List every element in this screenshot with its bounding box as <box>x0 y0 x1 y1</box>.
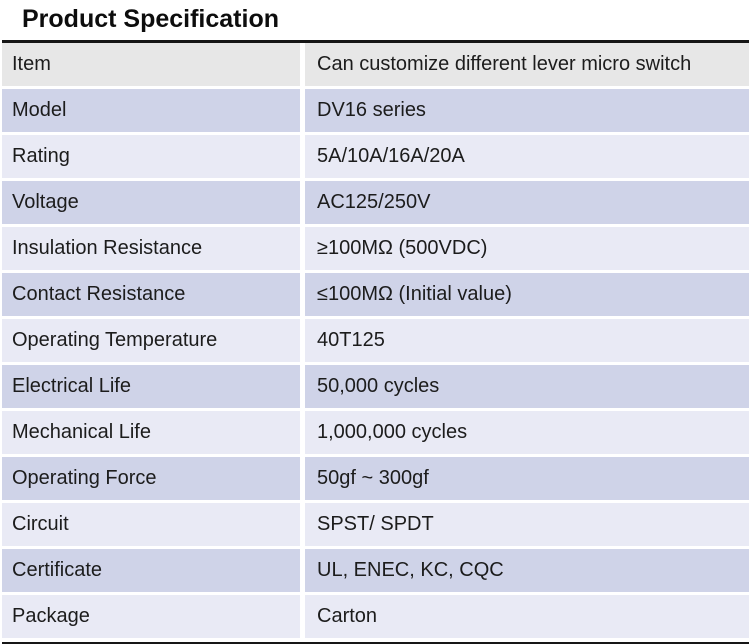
spec-value-cell: ≥100MΩ (500VDC) <box>305 227 749 270</box>
spec-label-cell: Insulation Resistance <box>2 227 300 270</box>
spec-value-cell: UL, ENEC, KC, CQC <box>305 549 749 592</box>
spec-value-cell: DV16 series <box>305 89 749 132</box>
spec-value-cell: 1,000,000 cycles <box>305 411 749 454</box>
spec-value-cell: ≤100MΩ (Initial value) <box>305 273 749 316</box>
spec-label-cell: Item <box>2 43 300 86</box>
spec-row: Contact Resistance ≤100MΩ (Initial value… <box>2 273 749 316</box>
title-bar: Product Specification <box>0 0 754 40</box>
spec-value-cell: AC125/250V <box>305 181 749 224</box>
spec-label-cell: Circuit <box>2 503 300 546</box>
spec-row: Operating Temperature 40T125 <box>2 319 749 362</box>
spec-row: Circuit SPST/ SPDT <box>2 503 749 546</box>
spec-label-cell: Contact Resistance <box>2 273 300 316</box>
spec-label-cell: Certificate <box>2 549 300 592</box>
spec-row: Mechanical Life 1,000,000 cycles <box>2 411 749 454</box>
spec-value-cell: Carton <box>305 595 749 638</box>
spec-label-cell: Voltage <box>2 181 300 224</box>
spec-label-cell: Operating Force <box>2 457 300 500</box>
spec-row: Item Can customize different lever micro… <box>2 43 749 86</box>
spec-label-cell: Model <box>2 89 300 132</box>
spec-value-cell: SPST/ SPDT <box>305 503 749 546</box>
spec-row: Model DV16 series <box>2 89 749 132</box>
spec-label-cell: Package <box>2 595 300 638</box>
spec-row: Electrical Life 50,000 cycles <box>2 365 749 408</box>
spec-row: Certificate UL, ENEC, KC, CQC <box>2 549 749 592</box>
spec-value-cell: 5A/10A/16A/20A <box>305 135 749 178</box>
spec-label-cell: Operating Temperature <box>2 319 300 362</box>
spec-value-cell: 50gf ~ 300gf <box>305 457 749 500</box>
spec-label-cell: Mechanical Life <box>2 411 300 454</box>
page-title: Product Specification <box>22 5 279 34</box>
spec-table: Item Can customize different lever micro… <box>2 40 749 644</box>
spec-row: Rating 5A/10A/16A/20A <box>2 135 749 178</box>
spec-label-cell: Rating <box>2 135 300 178</box>
spec-row: Voltage AC125/250V <box>2 181 749 224</box>
spec-value-cell: 50,000 cycles <box>305 365 749 408</box>
spec-value-cell: Can customize different lever micro swit… <box>305 43 749 86</box>
spec-row: Insulation Resistance ≥100MΩ (500VDC) <box>2 227 749 270</box>
spec-label-cell: Electrical Life <box>2 365 300 408</box>
spec-row: Operating Force 50gf ~ 300gf <box>2 457 749 500</box>
spec-row: Package Carton <box>2 595 749 638</box>
spec-value-cell: 40T125 <box>305 319 749 362</box>
